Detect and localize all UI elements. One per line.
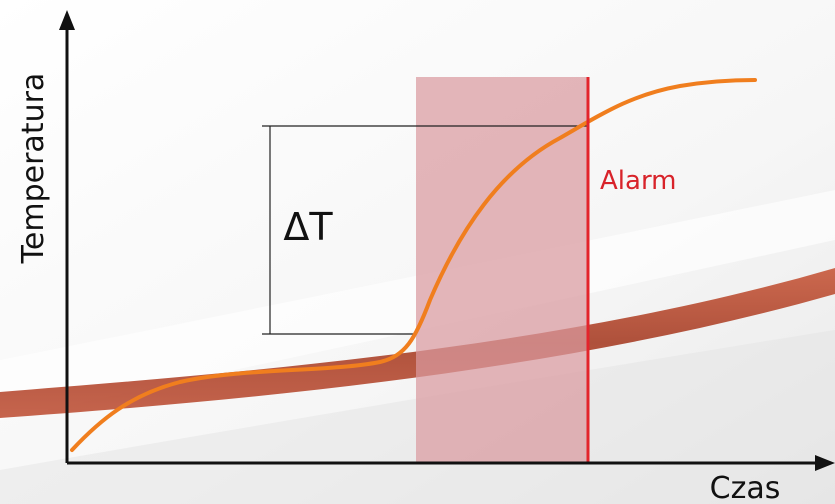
y-axis-arrow xyxy=(59,10,75,30)
x-axis-label: Czas xyxy=(710,471,781,504)
x-axis-arrow xyxy=(815,455,835,471)
temperature-curve xyxy=(70,78,757,452)
decorative-ribbon xyxy=(0,268,835,418)
y-axis-label: Temperatura xyxy=(16,73,51,265)
alarm-label: Alarm xyxy=(600,166,677,196)
delta-t-label: ΔT xyxy=(283,205,333,249)
